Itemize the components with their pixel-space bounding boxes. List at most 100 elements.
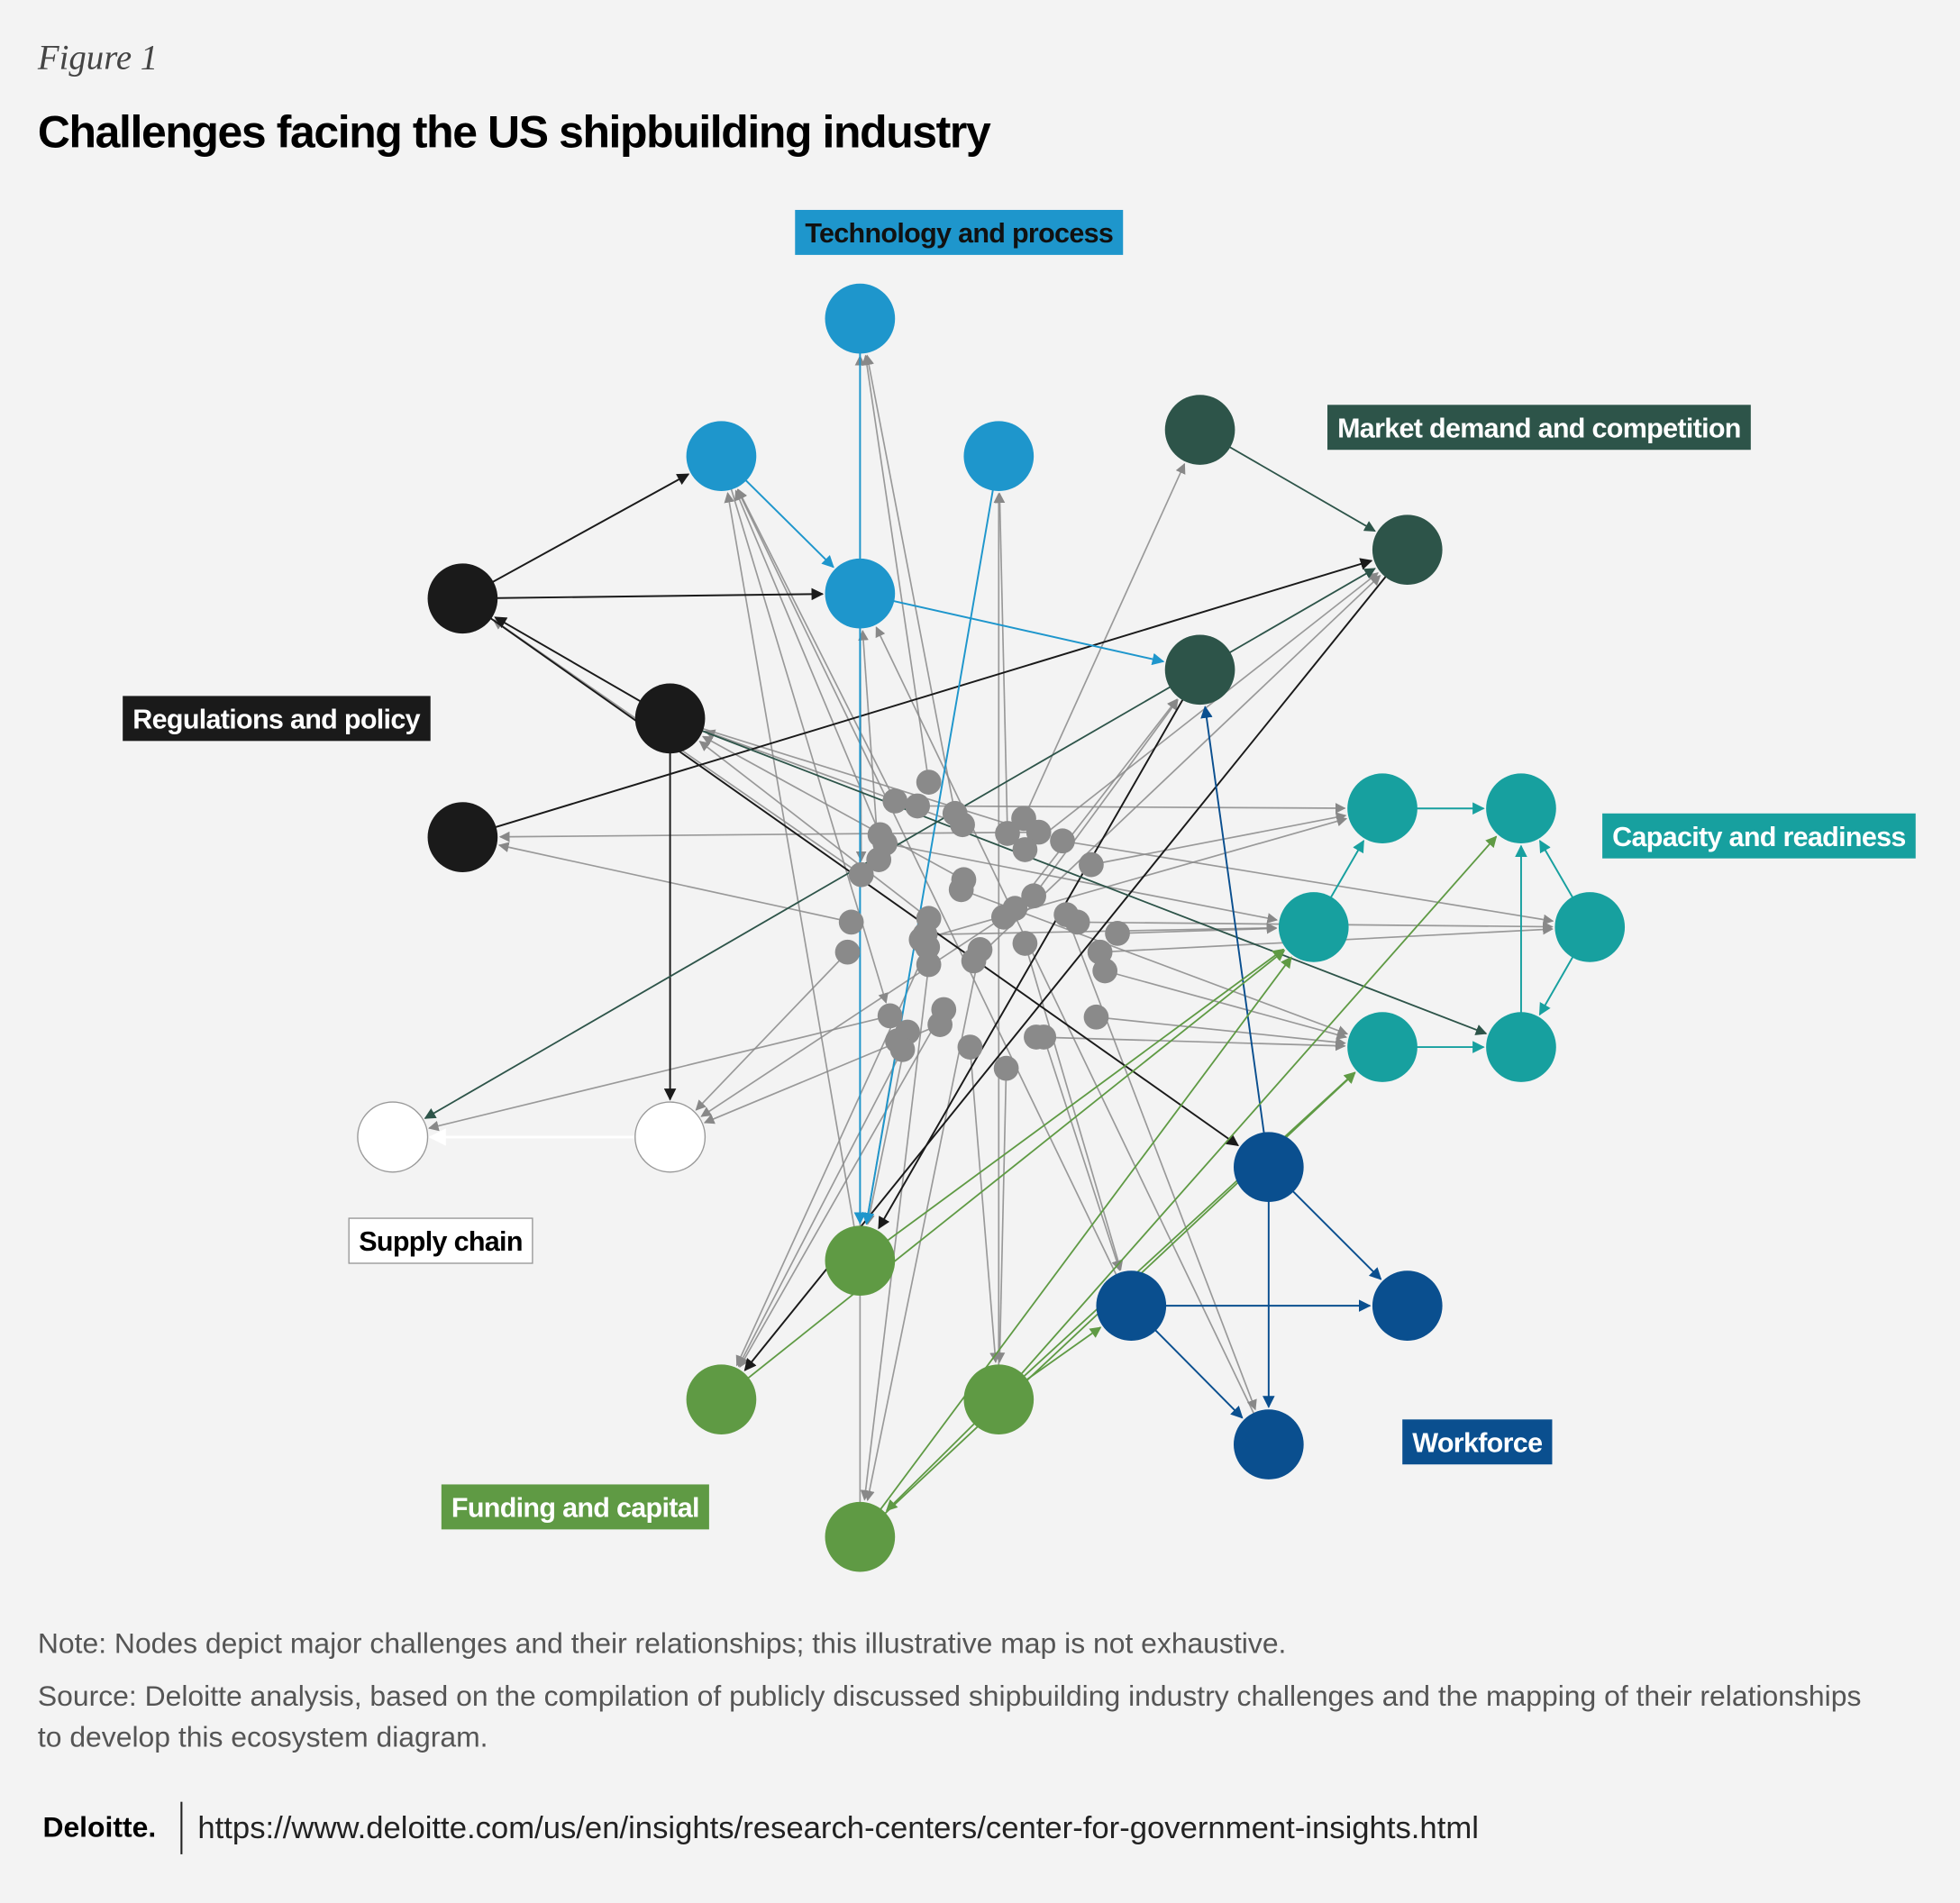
edge [1090, 812, 1347, 866]
edge [875, 626, 1270, 1445]
minor-node [916, 952, 942, 978]
minor-node [1064, 909, 1090, 935]
edge [497, 842, 852, 924]
edge [461, 473, 690, 600]
edge [698, 741, 930, 919]
edge [737, 488, 896, 802]
footer-url: https://www.deloitte.com/us/en/insights/… [197, 1811, 1478, 1845]
group-label: Funding and capital [451, 1492, 699, 1523]
edge [884, 842, 1279, 924]
node [963, 421, 1035, 491]
edge [1062, 840, 1554, 925]
group-label: Market demand and competition [1337, 413, 1741, 443]
minor-node [882, 788, 908, 814]
group-label: Regulations and policy [132, 704, 420, 734]
node [1554, 892, 1626, 962]
node [427, 563, 498, 634]
minor-node [1021, 883, 1046, 909]
minor-node [1105, 921, 1130, 946]
group-label-box [441, 1484, 709, 1530]
edge [424, 669, 1201, 1119]
edge [428, 1015, 890, 1132]
group-label-box [795, 209, 1124, 255]
minor-node [1083, 1004, 1109, 1030]
edge [861, 455, 1000, 1225]
minor-node [990, 904, 1016, 930]
edge [1065, 914, 1257, 1411]
node [1372, 514, 1443, 585]
node [634, 683, 706, 754]
edge [860, 592, 1165, 666]
minor-node [961, 948, 987, 974]
edge [998, 835, 1498, 1400]
node [1096, 1270, 1167, 1341]
nodes [357, 283, 1626, 1572]
minor-node [866, 847, 892, 872]
minor-node [957, 1034, 983, 1060]
node [634, 1101, 707, 1173]
node [1164, 634, 1235, 706]
minor-node [1050, 828, 1075, 854]
edge [739, 1009, 945, 1369]
group-label: Supply chain [359, 1226, 522, 1257]
edge [858, 630, 880, 860]
node [1486, 773, 1556, 844]
edge [736, 488, 1133, 1307]
minor-node [950, 812, 975, 838]
edge [917, 803, 1346, 814]
edge [994, 1068, 1007, 1363]
node [1486, 1012, 1556, 1082]
minor-node [905, 793, 931, 819]
edge [462, 558, 1373, 839]
edge [864, 949, 981, 1502]
edge [994, 492, 1008, 833]
edge [670, 717, 1488, 1035]
minor-node [877, 1003, 903, 1029]
node [1234, 1132, 1304, 1203]
note: Note: Nodes depict major challenges and … [38, 1627, 1287, 1660]
node [686, 1364, 757, 1434]
node [686, 421, 757, 491]
edge [700, 916, 1005, 1117]
edge [734, 489, 881, 835]
edge [498, 831, 1039, 842]
node [1347, 1012, 1418, 1082]
group-label: Technology and process [805, 218, 1113, 249]
node [1278, 892, 1349, 962]
edge [859, 948, 1285, 1261]
edge [720, 950, 1286, 1400]
minor-node [993, 1055, 1019, 1081]
edge [462, 587, 825, 601]
minor-node [916, 769, 942, 795]
node [1372, 1270, 1443, 1341]
minor-node [1079, 851, 1104, 878]
edge [864, 1032, 908, 1225]
minor-node [889, 1036, 916, 1062]
edge [860, 964, 930, 1501]
minor-node [1012, 837, 1038, 862]
edge [737, 1049, 904, 1368]
figure-title: Challenges facing the US shipbuilding in… [38, 107, 991, 158]
edge [695, 952, 849, 1111]
minor-node [834, 939, 861, 965]
edge [1043, 1036, 1122, 1271]
edge [863, 354, 956, 814]
minor-node [1087, 939, 1113, 965]
logo: Deloitte. [42, 1811, 156, 1844]
minor-node [927, 1012, 953, 1037]
source-line: Source: Deloitte analysis, based on the … [38, 1680, 1861, 1712]
node [825, 558, 896, 629]
edge [859, 956, 1292, 1538]
edge [724, 492, 861, 1261]
node [825, 1225, 896, 1297]
edge [969, 1047, 1000, 1363]
edges [424, 318, 1591, 1538]
group-label: Workforce [1412, 1427, 1542, 1458]
minor-node [1031, 1024, 1057, 1050]
edge [861, 354, 930, 783]
edge [1104, 970, 1348, 1040]
node [357, 1101, 429, 1173]
figure-label: Figure 1 [37, 38, 158, 77]
edge [1024, 942, 1124, 1271]
